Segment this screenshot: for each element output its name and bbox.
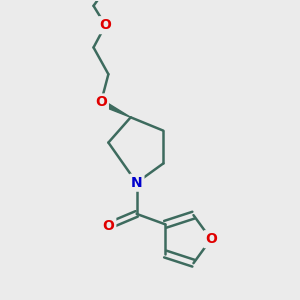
Text: N: N [131,176,142,190]
Text: O: O [100,18,111,32]
Polygon shape [100,100,131,117]
Text: O: O [205,232,217,246]
Text: O: O [103,219,114,233]
Text: O: O [95,95,107,110]
